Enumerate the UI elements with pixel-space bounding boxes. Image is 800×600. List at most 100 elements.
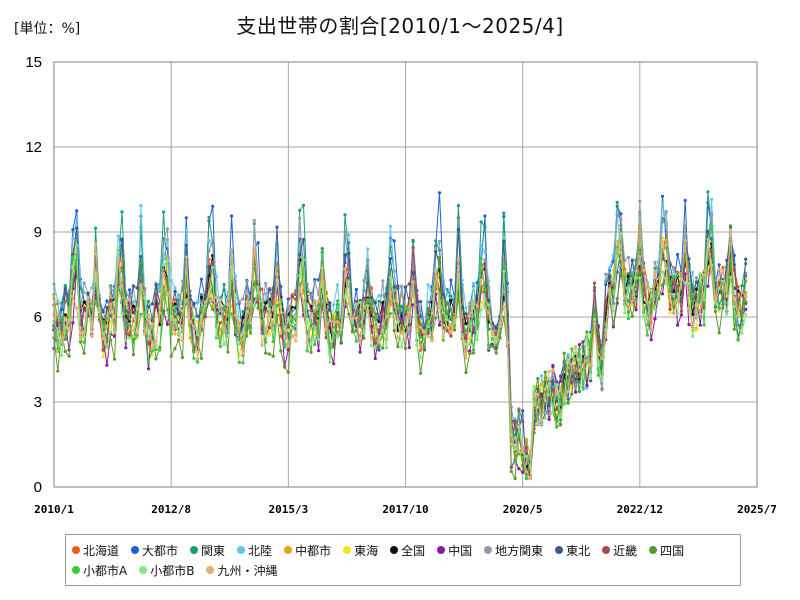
data-point <box>445 302 449 306</box>
data-point <box>547 396 551 400</box>
data-point <box>664 246 668 250</box>
data-point <box>426 331 430 335</box>
data-point <box>252 281 256 285</box>
data-point <box>275 265 279 269</box>
data-point <box>165 291 169 295</box>
data-point <box>192 356 196 360</box>
data-point <box>256 277 260 281</box>
data-point <box>388 275 392 279</box>
data-point <box>524 470 529 474</box>
data-point <box>710 213 714 217</box>
data-point <box>592 281 597 285</box>
data-point <box>604 272 608 276</box>
data-point <box>373 325 377 329</box>
data-point <box>199 321 203 325</box>
data-point <box>638 254 642 259</box>
data-point <box>623 295 627 299</box>
data-point <box>630 273 634 277</box>
x-tick-label: 2025/7 <box>737 503 777 516</box>
data-point <box>184 255 188 259</box>
data-point <box>56 329 60 333</box>
data-point <box>668 299 672 303</box>
data-point <box>441 278 445 282</box>
data-point <box>437 255 442 260</box>
data-point <box>698 312 702 316</box>
data-point <box>75 209 79 213</box>
data-point <box>230 312 234 316</box>
data-point <box>679 277 684 281</box>
data-point <box>109 285 113 289</box>
legend-label: 小都市A <box>83 563 128 578</box>
y-tick-label: 12 <box>25 139 42 156</box>
data-point <box>78 337 83 342</box>
data-point <box>335 320 340 324</box>
data-point <box>626 306 631 310</box>
data-point <box>517 467 521 471</box>
data-point <box>143 288 147 292</box>
data-point <box>226 350 230 354</box>
data-point <box>294 339 298 343</box>
legend-label: 東北 <box>566 543 591 558</box>
legend-label: 中都市 <box>295 543 332 558</box>
data-point <box>146 305 151 309</box>
data-point <box>290 319 294 324</box>
data-point <box>728 224 733 228</box>
data-point <box>358 323 362 327</box>
data-point <box>479 257 483 261</box>
data-point <box>524 437 529 441</box>
data-point <box>324 327 328 331</box>
data-point <box>305 341 309 346</box>
data-point <box>551 368 555 372</box>
data-point <box>112 303 117 307</box>
data-point <box>536 422 540 426</box>
data-point <box>267 313 271 317</box>
data-point <box>649 338 653 342</box>
data-point <box>71 265 75 269</box>
data-point <box>558 422 563 426</box>
data-point <box>196 300 200 304</box>
data-point <box>173 298 177 302</box>
line-chart: 0 3 6 9 12 15 2010/1 2012/8 2015/3 2017/10 2020/5… <box>25 54 777 516</box>
data-point <box>317 337 321 341</box>
data-point <box>335 315 340 320</box>
data-point <box>347 280 351 284</box>
data-point <box>165 308 169 312</box>
data-point <box>422 325 426 330</box>
data-point <box>445 317 449 321</box>
legend-marker-icon <box>206 566 215 574</box>
data-point <box>214 335 219 339</box>
data-point <box>694 287 699 291</box>
data-point <box>483 225 487 229</box>
data-point <box>460 306 464 310</box>
data-point <box>524 454 529 458</box>
data-point <box>214 301 219 305</box>
data-point <box>211 266 215 270</box>
data-point <box>513 433 517 437</box>
data-point <box>124 346 128 350</box>
data-point <box>710 197 714 202</box>
legend-label: 近畿 <box>613 543 638 558</box>
data-point <box>619 232 623 236</box>
data-point <box>634 308 638 312</box>
data-point <box>309 296 313 300</box>
data-point <box>211 307 215 311</box>
data-point <box>131 328 135 332</box>
data-point <box>619 212 623 216</box>
data-point <box>271 339 275 344</box>
data-point <box>298 253 302 257</box>
data-point <box>419 344 423 348</box>
data-point <box>392 270 396 274</box>
data-point <box>694 328 699 332</box>
data-point <box>660 201 665 205</box>
data-point <box>241 315 245 319</box>
data-point <box>252 304 256 308</box>
data-point <box>351 330 355 334</box>
data-point <box>574 358 578 362</box>
data-point <box>672 274 676 278</box>
data-point <box>400 304 404 308</box>
data-point <box>131 300 135 304</box>
data-point <box>267 352 271 356</box>
data-point <box>676 323 680 327</box>
data-point <box>464 306 468 310</box>
data-point <box>63 313 67 317</box>
